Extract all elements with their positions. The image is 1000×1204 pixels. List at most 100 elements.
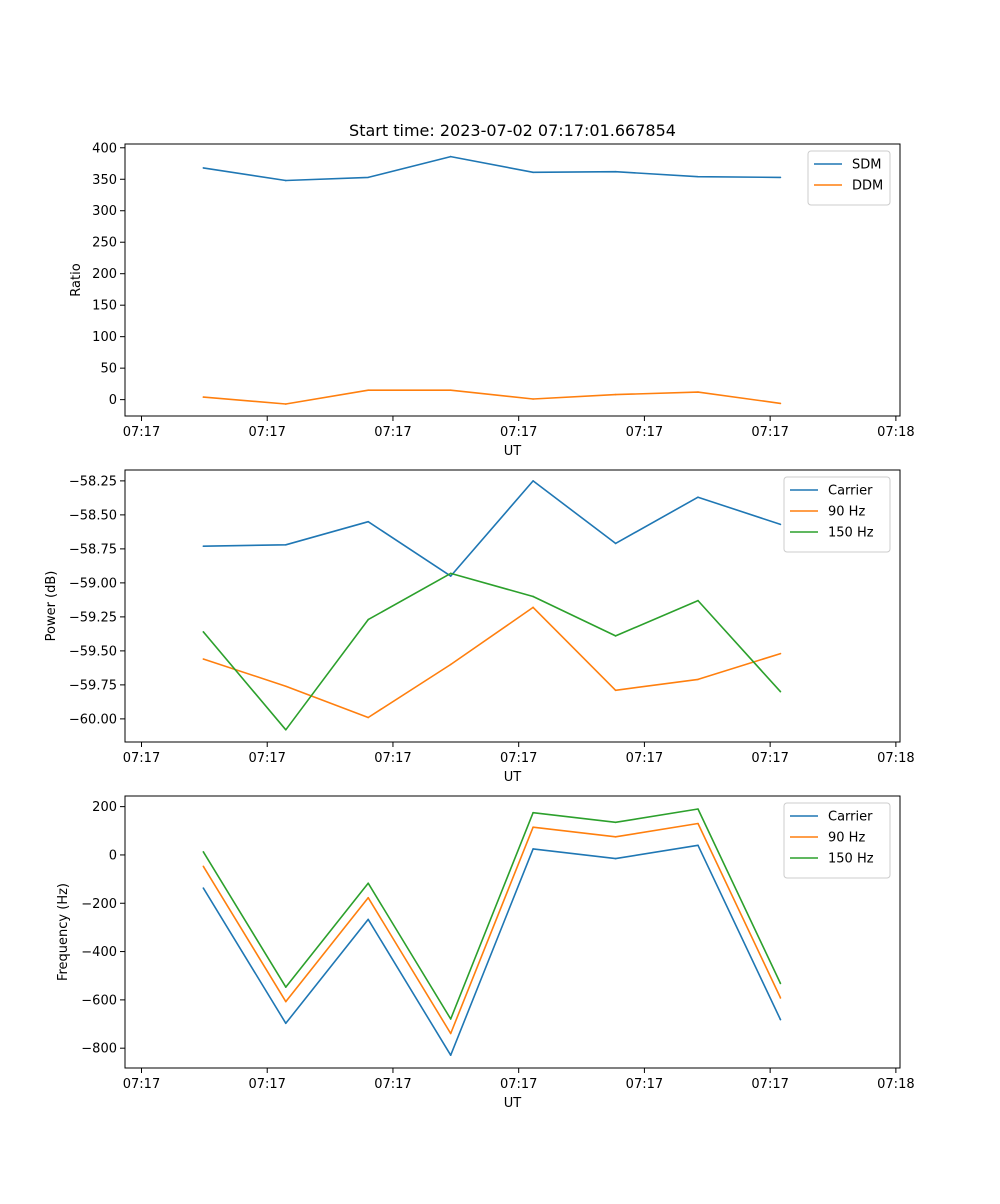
data-point <box>697 678 699 681</box>
data-point <box>614 170 617 173</box>
x-tick-label: 07:17 <box>500 425 537 440</box>
x-tick-label: 07:17 <box>751 751 788 766</box>
data-point <box>779 690 782 693</box>
series-line-ddm <box>203 389 781 405</box>
y-tick-label: 200 <box>92 267 117 282</box>
y-tick-label: −60.00 <box>69 712 117 727</box>
y-tick-label: 350 <box>92 173 117 188</box>
y-tick-label: −58.75 <box>69 542 117 557</box>
data-point <box>532 606 534 609</box>
x-tick-label: 07:17 <box>123 1077 160 1092</box>
legend: Carrier 90 Hz 150 Hz <box>783 802 891 879</box>
data-point <box>449 1054 452 1056</box>
data-point <box>449 663 452 666</box>
data-point <box>697 844 699 847</box>
series-line-carrier <box>202 844 782 1056</box>
data-point <box>697 496 699 499</box>
y-tick-label: −600 <box>81 993 117 1008</box>
data-point <box>202 658 205 660</box>
data-point <box>202 865 205 868</box>
x-axis-label: UT <box>504 1096 522 1111</box>
x-tick-label: 07:17 <box>374 1077 411 1092</box>
series-line-sdm <box>203 155 781 182</box>
data-point <box>779 402 782 405</box>
x-tick-label: 07:17 <box>751 425 788 440</box>
data-point <box>449 389 452 391</box>
legend-label: SDM <box>852 158 881 173</box>
data-point <box>367 389 370 391</box>
x-tick-label: 07:17 <box>626 425 663 440</box>
y-axis-label: Frequency (Hz) <box>56 883 71 981</box>
chart-title: Start time: 2023-07-02 07:17:01.667854 <box>349 121 676 140</box>
data-point <box>779 997 782 999</box>
y-tick-label: −58.25 <box>69 474 117 489</box>
x-tick-label: 07:17 <box>626 751 663 766</box>
data-point <box>284 179 287 182</box>
y-tick-label: 0 <box>109 848 117 863</box>
data-point <box>449 1032 452 1035</box>
x-tick-label: 07:17 <box>248 1077 285 1092</box>
legend: SDM DDM <box>807 150 891 206</box>
data-point <box>449 1018 452 1020</box>
x-tick-label: 07:17 <box>248 425 285 440</box>
legend: Carrier 90 Hz 150 Hz <box>783 476 891 553</box>
x-tick-label: 07:17 <box>374 751 411 766</box>
x-tick-label: 07:18 <box>877 751 914 766</box>
axes-frame <box>124 469 901 743</box>
data-point <box>202 167 205 169</box>
series-line-90-hz <box>202 822 782 1035</box>
x-tick-label: 07:18 <box>877 1077 914 1092</box>
axes-frame <box>124 143 901 417</box>
legend-box <box>783 476 891 553</box>
legend-label: DDM <box>852 179 883 194</box>
chart-panel-2: 07:17 07:17 07:17 07:17 07:17 07:17 07:18 −60.0… <box>44 469 915 785</box>
x-axis-label: UT <box>504 770 522 785</box>
data-point <box>697 599 699 602</box>
series-line-150-hz <box>202 808 782 1020</box>
data-point <box>697 822 699 825</box>
legend-label: 90 Hz <box>828 831 865 846</box>
legend-box <box>783 802 891 879</box>
data-point <box>532 826 534 828</box>
y-tick-label: 50 <box>100 362 117 377</box>
data-point <box>367 176 370 179</box>
x-tick-label: 07:17 <box>374 425 411 440</box>
data-point <box>614 635 617 637</box>
x-tick-label: 07:17 <box>123 425 160 440</box>
x-tick-label: 07:17 <box>500 1077 537 1092</box>
x-tick-label: 07:18 <box>877 425 914 440</box>
data-point <box>367 716 370 719</box>
data-point <box>779 176 782 179</box>
series-line-90-hz <box>203 606 781 719</box>
data-point <box>697 391 699 393</box>
data-point <box>367 918 370 921</box>
data-point <box>532 595 534 598</box>
data-point <box>284 986 287 988</box>
data-point <box>202 887 205 889</box>
data-point <box>284 685 287 688</box>
data-point <box>779 1018 782 1021</box>
y-tick-label: −59.50 <box>69 644 117 659</box>
chart-panel-1: 07:17 07:17 07:17 07:17 07:17 07:17 07:18 0 50 10… <box>69 121 915 459</box>
data-point <box>202 396 205 398</box>
data-point <box>367 618 370 621</box>
legend-label: 150 Hz <box>828 852 874 867</box>
data-point <box>614 542 617 545</box>
data-point <box>284 403 287 405</box>
x-tick-label: 07:17 <box>123 751 160 766</box>
y-tick-label: −200 <box>81 897 117 912</box>
y-tick-label: −400 <box>81 945 117 960</box>
data-point <box>532 398 534 400</box>
y-tick-label: 400 <box>92 141 117 156</box>
series-line-150-hz <box>202 572 782 731</box>
data-point <box>284 728 287 731</box>
y-tick-label: 0 <box>109 393 117 408</box>
y-tick-label: 150 <box>92 299 117 314</box>
data-point <box>532 848 534 850</box>
data-point <box>449 575 452 577</box>
data-point <box>202 545 205 547</box>
data-point <box>202 851 205 853</box>
y-tick-label: −800 <box>81 1042 117 1057</box>
